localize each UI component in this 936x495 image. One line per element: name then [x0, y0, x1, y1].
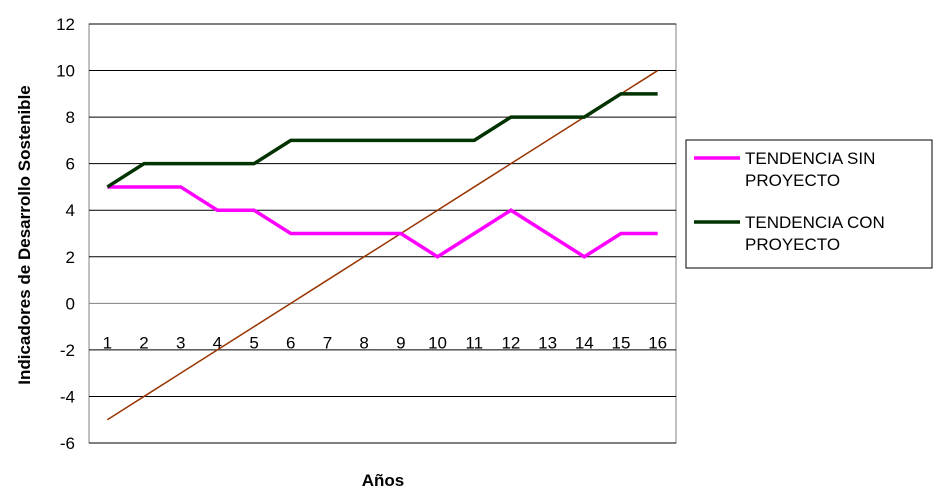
y-tick-label: 2 — [66, 248, 75, 267]
x-tick-label: 15 — [612, 333, 631, 352]
series-line-sin-proyecto — [107, 185, 658, 259]
x-tick-label: 14 — [575, 333, 594, 352]
y-tick-label: -4 — [60, 387, 75, 406]
x-tick-label: 2 — [139, 333, 148, 352]
x-axis-tick-labels: 1 2 3 4 5 6 7 8 9 10 11 12 13 14 15 16 — [103, 333, 668, 352]
x-tick-label: 4 — [213, 333, 222, 352]
x-tick-label: 16 — [648, 333, 667, 352]
y-tick-label: 4 — [66, 201, 75, 220]
x-tick-label: 7 — [323, 333, 332, 352]
legend-label: TENDENCIA CON PROYECTO — [745, 213, 885, 254]
x-tick-label: 1 — [103, 333, 112, 352]
series-line-con-proyecto — [106, 92, 658, 189]
y-tick-label: 6 — [66, 155, 75, 174]
legend: TENDENCIA SIN PROYECTO TENDENCIA CON PROYEC… — [685, 139, 933, 269]
y-axis-label: Indicadores de Desarrollo Sostenible — [15, 85, 34, 384]
y-tick-label: 12 — [56, 15, 75, 34]
y-tick-label: 8 — [66, 108, 75, 127]
x-tick-label: 13 — [538, 333, 557, 352]
y-tick-label: 0 — [66, 294, 75, 313]
y-tick-label: -2 — [60, 341, 75, 360]
x-tick-label: 5 — [249, 333, 258, 352]
series-lines — [106, 69, 659, 421]
x-axis-label: Años — [362, 471, 405, 490]
x-tick-label: 6 — [286, 333, 295, 352]
legend-label: TENDENCIA SIN PROYECTO — [745, 149, 875, 190]
y-axis-tick-labels: 12 10 8 6 4 2 0 -2 -4 -6 — [56, 15, 75, 453]
x-tick-label: 3 — [176, 333, 185, 352]
x-tick-label: 8 — [359, 333, 368, 352]
x-tick-label: 12 — [501, 333, 520, 352]
legend-box — [685, 139, 933, 269]
y-tick-label: -6 — [60, 434, 75, 453]
gridlines — [89, 23, 676, 444]
y-tick-label: 10 — [56, 62, 75, 81]
x-tick-label: 9 — [396, 333, 405, 352]
x-tick-label: 11 — [465, 333, 483, 352]
x-tick-label: 10 — [428, 333, 447, 352]
trendline — [106, 69, 659, 421]
